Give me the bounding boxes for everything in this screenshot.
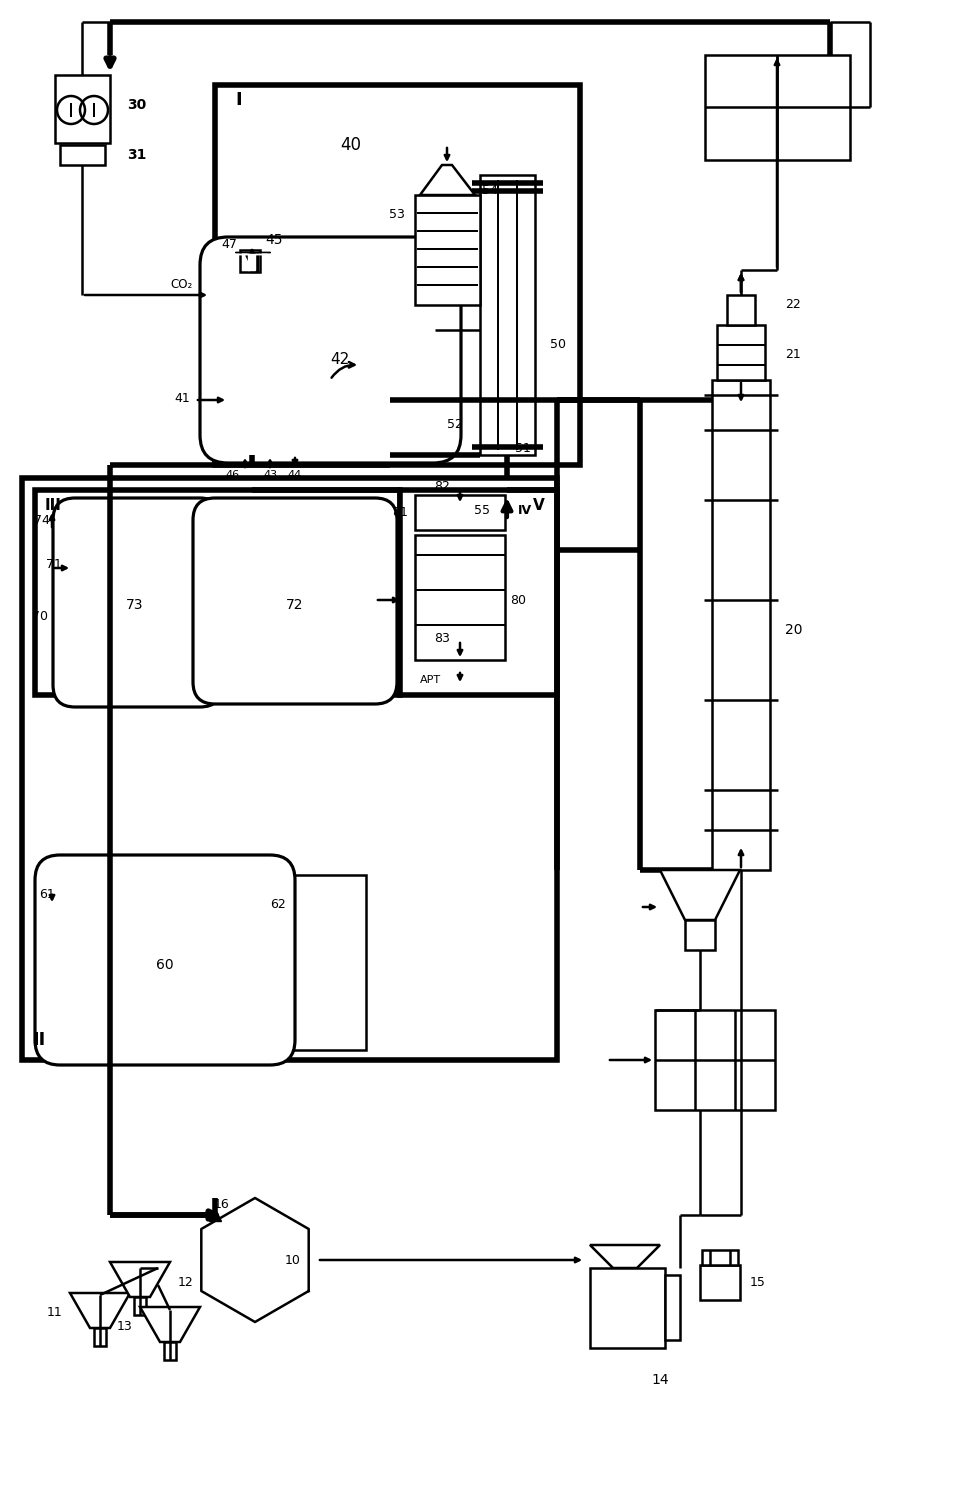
Bar <box>702 1249 738 1264</box>
Text: 46: 46 <box>226 470 240 480</box>
Bar <box>38 875 366 1050</box>
Polygon shape <box>201 1197 309 1323</box>
FancyBboxPatch shape <box>200 237 461 464</box>
Bar <box>215 85 580 465</box>
Bar <box>60 145 105 166</box>
Text: 43: 43 <box>263 470 277 480</box>
Bar <box>712 380 770 871</box>
Text: 81: 81 <box>392 505 408 519</box>
Bar <box>400 491 557 695</box>
Text: 45: 45 <box>265 233 282 248</box>
Text: 47: 47 <box>221 239 237 252</box>
Polygon shape <box>140 1308 200 1342</box>
Text: 52: 52 <box>447 419 463 431</box>
Text: III: III <box>45 498 62 513</box>
Bar <box>717 325 765 380</box>
Text: 13: 13 <box>117 1321 132 1333</box>
Text: 83: 83 <box>434 632 450 644</box>
Text: 60: 60 <box>156 959 173 972</box>
Text: V: V <box>534 498 545 513</box>
Text: APT: APT <box>420 675 441 684</box>
Text: 82: 82 <box>434 480 450 494</box>
Polygon shape <box>660 871 740 920</box>
FancyBboxPatch shape <box>53 498 222 707</box>
Bar <box>655 1009 775 1109</box>
Bar <box>415 195 480 306</box>
Polygon shape <box>70 1293 130 1328</box>
Bar <box>240 250 260 271</box>
Polygon shape <box>590 1245 660 1267</box>
Text: 30: 30 <box>127 98 146 112</box>
Text: 62: 62 <box>271 899 286 911</box>
Text: 73: 73 <box>126 598 143 611</box>
Polygon shape <box>110 1261 170 1297</box>
Text: 72: 72 <box>286 598 303 611</box>
Text: 74: 74 <box>34 513 50 526</box>
Text: 80: 80 <box>510 593 526 607</box>
Text: 53: 53 <box>389 209 405 222</box>
Text: 11: 11 <box>46 1306 62 1320</box>
Text: 50: 50 <box>550 338 566 352</box>
Bar <box>727 295 755 325</box>
Bar <box>164 1342 176 1360</box>
Text: I: I <box>235 91 242 109</box>
Text: 42: 42 <box>330 352 350 367</box>
Text: CO₂: CO₂ <box>170 279 193 292</box>
Bar <box>665 1275 680 1340</box>
FancyBboxPatch shape <box>193 498 397 704</box>
Bar <box>415 535 505 661</box>
Bar <box>705 55 850 160</box>
Text: 55: 55 <box>474 504 490 516</box>
Text: 31: 31 <box>127 148 146 163</box>
Text: 14: 14 <box>651 1373 669 1387</box>
Text: 22: 22 <box>785 298 801 312</box>
Text: 70: 70 <box>32 610 48 623</box>
Polygon shape <box>235 252 270 271</box>
Polygon shape <box>420 166 475 195</box>
Bar <box>22 479 557 1060</box>
Bar <box>700 1264 740 1300</box>
Bar <box>415 495 505 529</box>
Bar <box>134 1297 146 1315</box>
Text: 10: 10 <box>285 1254 300 1266</box>
Text: 12: 12 <box>178 1275 194 1288</box>
Text: IV: IV <box>518 504 533 516</box>
Text: II: II <box>32 1030 45 1050</box>
Text: 20: 20 <box>785 623 802 637</box>
Text: 21: 21 <box>785 349 801 361</box>
Bar <box>590 1267 665 1348</box>
Polygon shape <box>238 253 267 270</box>
Text: 15: 15 <box>750 1275 766 1288</box>
Text: 40: 40 <box>340 136 361 154</box>
FancyBboxPatch shape <box>35 854 295 1065</box>
Text: 51: 51 <box>515 441 531 455</box>
Text: 16: 16 <box>214 1199 230 1212</box>
Text: 54: 54 <box>482 183 498 197</box>
Bar <box>685 920 715 950</box>
Text: 41: 41 <box>174 392 190 404</box>
Bar <box>55 75 110 143</box>
Text: 44: 44 <box>288 470 302 480</box>
Bar <box>94 1328 106 1346</box>
Bar <box>35 491 400 695</box>
Bar <box>480 174 535 455</box>
Text: 71: 71 <box>46 559 62 571</box>
Text: 61: 61 <box>39 889 55 902</box>
